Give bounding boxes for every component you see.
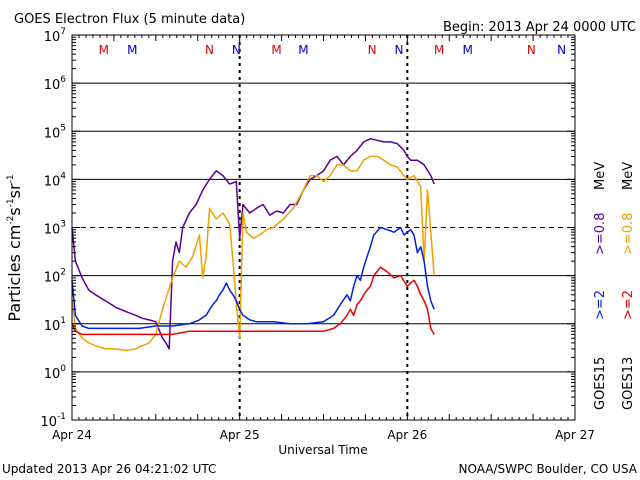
y-tick-exp: 1 [60, 316, 66, 326]
y-tick-label: 104 [44, 171, 67, 189]
y-tick-base: 10 [44, 30, 61, 45]
marker-label: M [298, 43, 308, 57]
series-line-2 [71, 226, 435, 330]
marker-label: N [232, 43, 241, 57]
y-label-exp3: -1 [6, 174, 16, 183]
y-label-s: s [5, 207, 24, 215]
y-tick-base: 10 [44, 367, 61, 382]
series-line-3 [71, 266, 435, 336]
legend-goes15: GOES15 [593, 357, 608, 410]
legend-ge08-goes15: >=0.8 [593, 213, 608, 255]
marker-label: N [557, 43, 566, 57]
grid-lines [72, 82, 575, 373]
marker-label: M [434, 43, 444, 57]
y-tick-label: 102 [44, 268, 66, 286]
marker-label: M [127, 43, 137, 57]
y-tick-base: 10 [44, 78, 61, 93]
updated-timestamp: Updated 2013 Apr 26 04:21:02 UTC [2, 462, 216, 476]
y-tick-exp: 0 [60, 364, 66, 374]
y-label-base: Particles cm [5, 225, 24, 322]
series-line-0 [71, 137, 435, 350]
marker-label: N [394, 43, 403, 57]
y-tick-base: 10 [44, 271, 61, 286]
y-label-exp2: -1 [6, 198, 16, 207]
legend-ge2-goes15: >=2 [593, 290, 608, 320]
y-tick-label: 100 [44, 364, 67, 382]
y-tick-exp: 6 [60, 75, 66, 85]
axis-ticks [71, 34, 576, 421]
legend-ge2-goes13: >=2 [621, 290, 636, 320]
series-line-1 [71, 155, 435, 352]
y-label-exp1: -2 [6, 216, 16, 225]
y-tick-base: 10 [44, 319, 61, 334]
y-tick-label: 103 [44, 220, 66, 238]
y-tick-base: 10 [44, 174, 61, 189]
marker-label: N [368, 43, 377, 57]
y-tick-base: 10 [44, 126, 61, 141]
y-tick-label: 101 [44, 316, 66, 334]
y-tick-label: 107 [44, 27, 66, 45]
y-tick-label: 106 [44, 75, 67, 93]
x-axis-label: Universal Time [278, 443, 367, 457]
x-tick-label: Apr 26 [387, 428, 427, 442]
marker-label: N [205, 43, 214, 57]
x-tick-label: Apr 27 [555, 428, 595, 442]
x-tick-label: Apr 25 [220, 428, 260, 442]
y-tick-base: 10 [44, 223, 61, 238]
x-tick-labels: Apr 24 Apr 25 Apr 26 Apr 27 [52, 428, 595, 442]
legend: GOES15 GOES13 >=2 >=2 >=0.8 >=0.8 MeV Me… [593, 162, 636, 410]
x-tick-label: Apr 24 [52, 428, 92, 442]
marker-label: N [527, 43, 536, 57]
chart-title: GOES Electron Flux (5 minute data) [14, 12, 245, 27]
y-tick-exp: 5 [60, 123, 66, 133]
y-tick-exp: 4 [60, 171, 66, 181]
data-series [71, 137, 435, 352]
y-label-sr: sr [5, 183, 24, 198]
y-tick-exp: -1 [57, 412, 66, 422]
begin-label: Begin: 2013 Apr 24 0000 UTC [443, 20, 636, 35]
y-tick-exp: 3 [60, 220, 66, 230]
legend-mev-goes15: MeV [593, 162, 608, 190]
marker-label: M [463, 43, 473, 57]
legend-goes13: GOES13 [621, 357, 636, 410]
y-tick-base: 10 [40, 415, 57, 430]
legend-mev-goes13: MeV [621, 162, 636, 190]
y-tick-label: 10-1 [40, 412, 66, 430]
y-tick-exp: 2 [60, 268, 66, 278]
marker-label: M [271, 43, 281, 57]
y-axis-label: Particles cm-2s-1sr-1 [5, 174, 24, 321]
day-separator-lines [238, 35, 409, 420]
credit-label: NOAA/SWPC Boulder, CO USA [459, 462, 638, 476]
y-tick-label: 105 [44, 123, 66, 141]
y-tick-exp: 7 [60, 27, 66, 37]
marker-label: M [99, 43, 109, 57]
legend-ge08-goes13: >=0.8 [621, 213, 636, 255]
